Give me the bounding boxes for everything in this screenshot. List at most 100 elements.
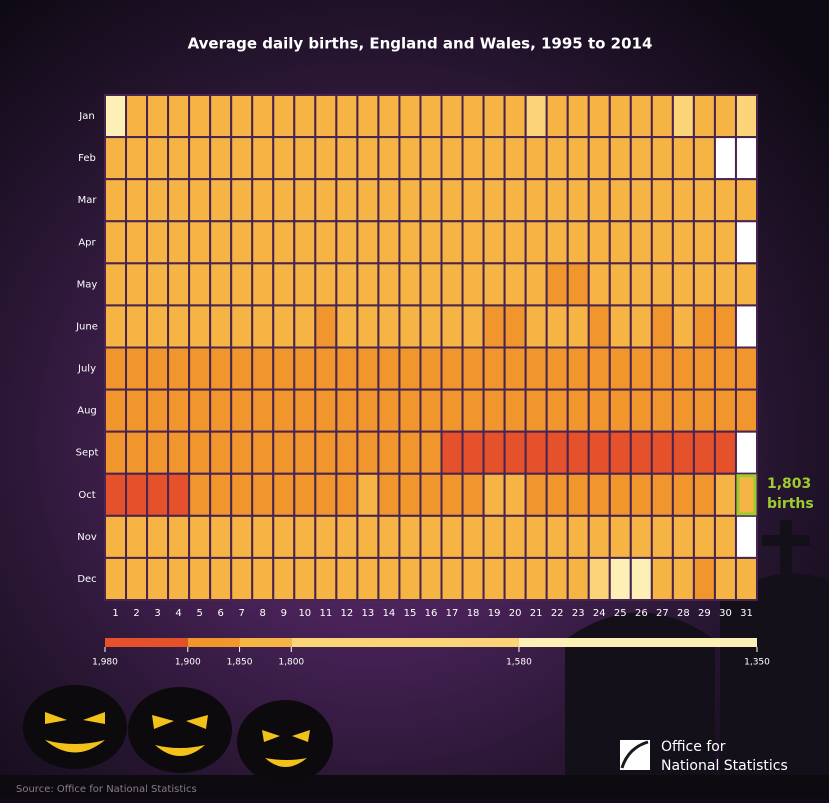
row-label: May <box>77 279 98 290</box>
cell <box>293 388 317 433</box>
cell <box>188 220 212 265</box>
cell <box>671 346 695 391</box>
cell <box>545 388 569 433</box>
cell <box>419 262 443 307</box>
cell <box>314 346 338 391</box>
cell <box>503 346 527 391</box>
chart-title: Average daily births, England and Wales,… <box>188 35 653 53</box>
cell <box>608 304 632 349</box>
cell <box>482 220 506 265</box>
cell <box>209 136 233 181</box>
cell <box>377 304 401 349</box>
column-label: 26 <box>635 608 648 619</box>
cell <box>650 346 674 391</box>
cell <box>377 388 401 433</box>
cell <box>545 262 569 307</box>
cell <box>146 220 170 265</box>
cell <box>230 136 254 181</box>
column-label: 23 <box>572 608 585 619</box>
cell <box>650 472 674 517</box>
cell <box>629 304 653 349</box>
cell <box>104 304 128 349</box>
cell <box>734 346 758 391</box>
cell <box>356 262 380 307</box>
cell <box>692 430 716 475</box>
cell <box>503 136 527 181</box>
cell <box>692 304 716 349</box>
cell <box>503 388 527 433</box>
cell <box>230 556 254 602</box>
cell <box>524 136 548 181</box>
cell <box>440 472 464 517</box>
cell <box>209 304 233 349</box>
cell <box>650 556 674 602</box>
cell <box>524 556 548 602</box>
cell <box>671 304 695 349</box>
cell <box>314 136 338 181</box>
column-label: 15 <box>404 608 417 619</box>
cell <box>104 220 128 265</box>
cell <box>356 472 380 517</box>
cell <box>566 262 590 307</box>
column-label: 10 <box>298 608 311 619</box>
column-label: 18 <box>467 608 480 619</box>
cell <box>167 472 191 517</box>
cell <box>398 346 422 391</box>
cell <box>713 220 737 265</box>
cell <box>272 178 296 223</box>
column-label: 30 <box>719 608 732 619</box>
cell <box>125 304 149 349</box>
cell <box>209 94 233 139</box>
cell <box>230 178 254 223</box>
cell <box>545 178 569 223</box>
cell <box>671 94 695 139</box>
cell <box>125 430 149 475</box>
cell <box>251 220 275 265</box>
cell <box>356 94 380 139</box>
cell <box>629 346 653 391</box>
cell <box>125 514 149 559</box>
missing-day <box>734 430 758 475</box>
cell <box>461 94 485 139</box>
cell <box>650 262 674 307</box>
cell <box>713 304 737 349</box>
cell <box>209 346 233 391</box>
cell <box>461 514 485 559</box>
cell <box>188 178 212 223</box>
column-label: 13 <box>362 608 375 619</box>
missing-day <box>734 136 758 181</box>
cell <box>230 514 254 559</box>
cell <box>713 262 737 307</box>
cell <box>419 472 443 517</box>
cell <box>503 556 527 602</box>
cell <box>146 556 170 602</box>
cell <box>272 388 296 433</box>
column-label: 17 <box>446 608 459 619</box>
cell <box>314 388 338 433</box>
pumpkins <box>23 685 333 784</box>
cell <box>398 136 422 181</box>
cell <box>650 178 674 223</box>
cell <box>209 556 233 602</box>
cell <box>587 556 611 602</box>
cell <box>608 472 632 517</box>
cell <box>587 430 611 475</box>
row-label: Feb <box>78 153 96 164</box>
cell <box>482 430 506 475</box>
cell <box>335 388 359 433</box>
cell <box>524 94 548 139</box>
annotation: births <box>767 496 814 512</box>
cell <box>629 262 653 307</box>
cell <box>209 220 233 265</box>
cell <box>587 136 611 181</box>
cell <box>398 556 422 602</box>
cell <box>356 388 380 433</box>
cell <box>293 514 317 559</box>
legend-tick-label: 1,900 <box>175 658 201 668</box>
cell <box>125 178 149 223</box>
legend-tick-label: 1,350 <box>744 658 770 668</box>
column-label: 28 <box>677 608 690 619</box>
cell <box>461 556 485 602</box>
cell <box>461 136 485 181</box>
cell <box>734 178 758 223</box>
